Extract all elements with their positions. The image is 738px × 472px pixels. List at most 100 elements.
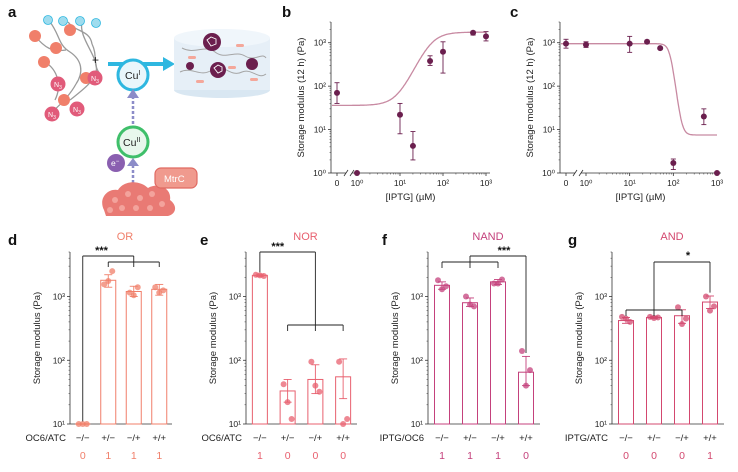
x-axis-label: [IPTG] (µM) xyxy=(616,192,666,203)
reaction-arrowhead xyxy=(163,57,175,71)
data-point xyxy=(644,38,651,45)
chart-f: 10¹ 10² 10³ Storage modulus (Pa) NAND −/− 1 +/−… xyxy=(380,231,540,462)
cyan-groups xyxy=(43,15,101,28)
data-point xyxy=(563,40,569,47)
x-tick-label: 10² xyxy=(667,178,679,188)
cu1-label: CuI xyxy=(125,70,140,82)
condition-axis-label: IPTG/ATC xyxy=(565,433,608,444)
replicate-point xyxy=(435,277,441,284)
y-tick-label: 10² xyxy=(53,355,65,365)
schematic-panel-a: N3 N3 N3 N3 + xyxy=(29,15,270,216)
y-tick-label: 10³ xyxy=(53,292,65,302)
data-point xyxy=(626,40,633,47)
panel-letter-d: d xyxy=(8,232,17,249)
panel-letter-a: a xyxy=(8,4,17,21)
electron-label: e− xyxy=(111,158,120,168)
y-axis-label: Storage modulus (Pa) xyxy=(32,292,43,384)
data-point xyxy=(334,89,340,96)
panel-letter-c: c xyxy=(510,4,518,21)
azide-group xyxy=(87,70,103,86)
condition-label: −/− xyxy=(435,433,449,444)
data-point xyxy=(700,113,707,120)
replicate-point xyxy=(79,421,86,427)
y-tick-label: 10³ xyxy=(314,38,326,48)
data-point xyxy=(397,111,403,118)
bar xyxy=(251,274,268,425)
replicate-point xyxy=(105,278,112,285)
gate-title: OR xyxy=(117,231,134,243)
replicate-point xyxy=(623,315,629,322)
condition-label: −/− xyxy=(253,433,267,444)
data-point xyxy=(657,45,664,52)
logic-output-value: 1 xyxy=(467,450,473,462)
replicate-point xyxy=(312,382,319,389)
bar xyxy=(151,288,168,425)
condition-label: +/+ xyxy=(152,433,166,444)
reduction-arrowhead xyxy=(127,89,139,98)
bar xyxy=(100,279,117,425)
azide-group xyxy=(69,101,85,117)
logic-output-value: 0 xyxy=(80,450,86,462)
bar xyxy=(434,284,450,425)
replicate-point xyxy=(308,358,315,365)
y-tick-label: 10¹ xyxy=(595,419,607,429)
y-tick-label: 10¹ xyxy=(53,419,65,429)
condition-label: +/− xyxy=(463,433,477,444)
orange-alkyne-groups xyxy=(29,24,92,106)
logic-output-value: 0 xyxy=(340,450,346,462)
bar xyxy=(646,316,662,425)
logic-output-value: 1 xyxy=(156,450,162,462)
x-tick-label: 0 xyxy=(564,178,569,188)
logic-output-value: 1 xyxy=(131,450,137,462)
replicate-point xyxy=(344,415,351,422)
significance-stars: * xyxy=(686,250,691,262)
replicate-point xyxy=(288,415,295,422)
mtrc-protein: MtrC xyxy=(102,167,198,216)
bar xyxy=(125,290,142,425)
azide-label: N3 xyxy=(48,112,56,121)
x-tick-label: 10⁰ xyxy=(580,178,593,188)
data-point xyxy=(714,170,720,176)
replicate-point xyxy=(627,318,633,325)
y-axis-label: Storage modulus (12 h) (Pa) xyxy=(296,38,307,158)
fit-curve xyxy=(561,43,717,136)
axis-break-mark xyxy=(349,169,355,177)
condition-label: −/− xyxy=(76,433,90,444)
logic-output-value: 1 xyxy=(257,450,263,462)
replicate-point xyxy=(467,301,473,308)
x-tick-label: 10³ xyxy=(480,178,492,188)
x-tick-label: 10³ xyxy=(711,178,723,188)
y-tick-label: 10¹ xyxy=(411,419,423,429)
replicate-point xyxy=(519,347,525,354)
plus-sign: + xyxy=(92,53,99,67)
replicate-point xyxy=(679,321,685,328)
bar xyxy=(618,320,634,425)
condition-label: +/− xyxy=(281,433,295,444)
condition-label: +/− xyxy=(101,433,115,444)
bar xyxy=(674,315,690,425)
azide-label: N3 xyxy=(91,76,99,85)
x-tick-label: 0 xyxy=(335,178,340,188)
replicate-point xyxy=(707,307,713,314)
panel-letter-g: g xyxy=(568,232,577,249)
x-tick-label: 10¹ xyxy=(624,178,636,188)
y-tick-label: 10² xyxy=(411,355,423,365)
logic-output-value: 0 xyxy=(651,450,657,462)
condition-label: −/− xyxy=(619,433,633,444)
hydrogel-icon xyxy=(174,29,270,98)
azide-label: N3 xyxy=(73,107,81,116)
replicate-point xyxy=(683,315,689,322)
y-axis-label: Storage modulus (Pa) xyxy=(390,292,401,384)
y-axis-label: Storage modulus (Pa) xyxy=(574,292,585,384)
replicate-point xyxy=(109,268,116,275)
y-tick-label: 10³ xyxy=(595,292,607,302)
y-axis-label: Storage modulus (Pa) xyxy=(208,292,219,384)
chart-e: 10¹ 10² 10³ Storage modulus (Pa) NOR −/− 1 +/− 0… xyxy=(202,231,357,462)
gate-title: NAND xyxy=(472,231,503,243)
cu2-label: CuII xyxy=(123,137,140,149)
electron-transfer-arrowhead xyxy=(127,158,139,166)
replicate-point xyxy=(336,358,343,365)
bar xyxy=(490,281,506,425)
azide-group xyxy=(44,106,60,122)
